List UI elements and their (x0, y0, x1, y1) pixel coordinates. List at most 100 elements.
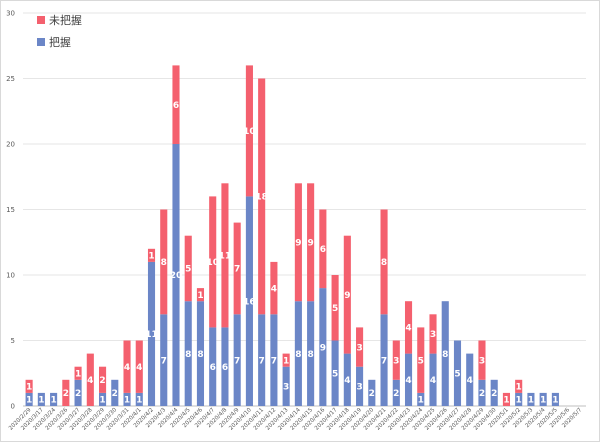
data-label: 1 (26, 383, 32, 393)
data-label: 1 (552, 396, 558, 406)
bar-unknown (404, 301, 413, 354)
data-label: 1 (50, 396, 56, 406)
bar-unknown (135, 340, 143, 393)
bar-known (429, 353, 437, 406)
bar-unknown (25, 379, 33, 393)
bar-known (50, 392, 58, 406)
bar-unknown (478, 340, 486, 380)
bar-known (160, 314, 168, 406)
bar-unknown (282, 353, 290, 367)
bar-known (417, 392, 425, 406)
bar-known (551, 392, 559, 406)
data-label: 4 (344, 376, 350, 386)
data-label: 1 (516, 383, 522, 393)
data-label: 2 (491, 389, 497, 399)
bar-unknown (196, 288, 205, 302)
data-label: 2 (112, 389, 118, 399)
bar-known (331, 340, 339, 406)
bar-unknown (99, 366, 107, 393)
data-label: 8 (161, 258, 167, 268)
data-label: 3 (479, 356, 485, 366)
data-label: 1 (38, 396, 44, 406)
data-label: 1 (124, 396, 130, 406)
data-label: 11 (145, 330, 158, 340)
data-label: 10 (206, 258, 219, 268)
data-label: 7 (271, 356, 277, 366)
bar-known (184, 301, 192, 406)
data-label: 3 (283, 383, 289, 393)
data-label: 6 (173, 101, 179, 111)
bar-unknown (86, 353, 94, 406)
data-label: 2 (99, 376, 105, 386)
data-label: 1 (148, 252, 154, 262)
bar-unknown (270, 261, 278, 315)
bar-unknown (209, 196, 217, 328)
y-axis-ticks: 0 5 10 15 20 25 30 (6, 10, 15, 411)
data-label: 3 (393, 356, 399, 366)
bar-known (539, 392, 547, 406)
data-label: 1 (418, 396, 424, 406)
data-label: 1 (136, 396, 142, 406)
bar-known (294, 301, 302, 406)
bar-known (172, 144, 180, 406)
data-label: 1 (503, 396, 509, 406)
bar-known (380, 314, 388, 406)
legend-swatch (37, 16, 45, 24)
bar-unknown (307, 183, 315, 302)
data-label: 1 (516, 396, 522, 406)
data-label: 4 (124, 363, 130, 373)
data-label: 1 (540, 396, 546, 406)
bar-known (25, 392, 33, 406)
bar-known (490, 379, 498, 406)
y-tick-label: 0 (11, 403, 15, 411)
bar-known (319, 288, 327, 406)
data-label: 2 (393, 389, 399, 399)
y-tick-label: 20 (6, 141, 15, 149)
bar-unknown (74, 366, 82, 380)
y-tick-label: 10 (6, 272, 15, 280)
bar-unknown (319, 209, 327, 289)
data-label: 7 (381, 356, 387, 366)
data-label: 20 (170, 271, 183, 281)
data-label: 4 (405, 376, 411, 386)
bar-known (478, 379, 486, 406)
bar-known (99, 392, 107, 406)
legend-label: 未把握 (49, 13, 82, 27)
bar-unknown (502, 392, 510, 406)
bar-known (270, 314, 278, 406)
bar-known (258, 314, 266, 406)
data-label: 3 (356, 383, 362, 393)
data-label: 1 (528, 396, 534, 406)
bar-unknown (356, 327, 364, 367)
bar-unknown (123, 340, 131, 393)
data-label: 4 (136, 363, 142, 373)
data-label: 8 (307, 350, 313, 360)
y-tick-label: 25 (6, 75, 15, 83)
bar-unknown (515, 379, 523, 393)
data-label: 8 (381, 258, 387, 268)
data-label: 1 (26, 396, 32, 406)
bar-unknown (62, 379, 70, 406)
bar-known (37, 392, 45, 406)
data-label: 11 (219, 252, 232, 262)
data-label: 4 (405, 324, 411, 334)
data-label: 16 (243, 297, 256, 307)
data-label: 1 (99, 396, 105, 406)
data-label: 5 (332, 369, 338, 379)
data-label: 2 (75, 389, 81, 399)
data-label: 18 (255, 193, 268, 203)
bar-known (245, 196, 253, 406)
data-label: 1 (197, 291, 203, 301)
bar-known (392, 379, 400, 406)
bar-unknown (221, 183, 229, 328)
bar-known (196, 301, 205, 406)
bar-known (282, 366, 290, 406)
data-label: 2 (63, 389, 69, 399)
bars: 111 12 21412214141117820685816106117716107… (25, 65, 559, 406)
y-tick-label: 30 (6, 10, 15, 18)
data-label: 3 (430, 330, 436, 340)
gridlines (23, 12, 586, 407)
bar-known (515, 392, 523, 406)
bar-unknown (380, 209, 388, 315)
